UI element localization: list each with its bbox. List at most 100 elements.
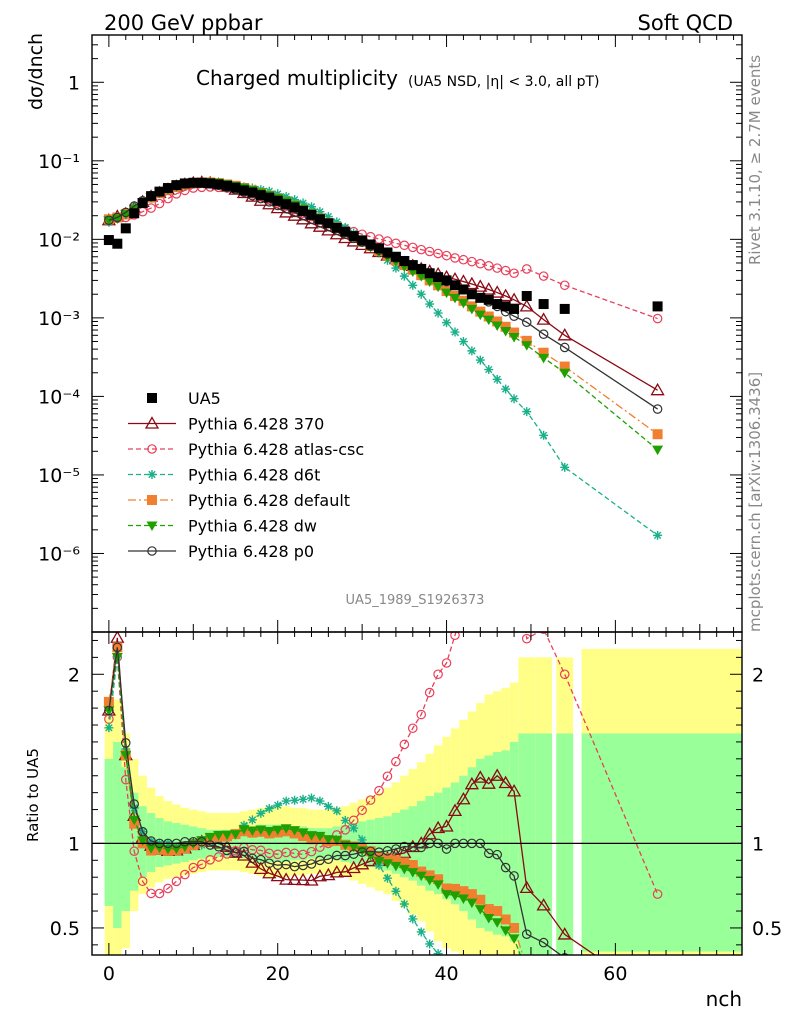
data-point-pythia-6-428-d6t	[458, 337, 468, 347]
ratio-point-pythia-6-428-atlas-csc	[374, 785, 384, 796]
data-point-ua5	[458, 284, 469, 295]
data-point-pythia-6-428-default	[559, 361, 570, 372]
data-point-pythia-6-428-d6t	[442, 318, 452, 328]
ratio-point-pythia-6-428-p0	[104, 705, 114, 716]
data-point-ua5	[230, 182, 241, 193]
legend-label: Pythia 6.428 p0	[188, 542, 314, 561]
data-point-ua5	[509, 303, 520, 314]
ratio-point-pythia-6-428-370	[363, 853, 378, 867]
data-point-ua5	[466, 289, 477, 300]
ratio-point-pythia-6-428-d6t	[340, 815, 350, 825]
ratio-point-pythia-6-428-dw	[331, 835, 343, 846]
data-point-ua5	[137, 198, 148, 209]
ratio-point-pythia-6-428-d6t	[467, 976, 476, 985]
ratio-point-pythia-6-428-dw	[424, 875, 436, 886]
ratio-point-pythia-6-428-p0	[256, 854, 266, 865]
ratio-band-inner	[509, 741, 519, 942]
x-axis-label: nch	[706, 987, 742, 1011]
ratio-point-pythia-6-428-dw	[652, 1006, 663, 1016]
data-point-pythia-6-428-d6t	[416, 289, 426, 299]
data-point-ua5	[357, 235, 368, 246]
ratio-point-pythia-6-428-dw	[280, 824, 292, 834]
ratio-point-pythia-6-428-370	[219, 839, 235, 853]
ratio-point-pythia-6-428-p0	[509, 871, 519, 881]
data-point-pythia-6-428-p0	[538, 329, 549, 339]
data-point-pythia-6-428-d6t	[539, 430, 549, 440]
data-point-pythia-6-428-dw	[652, 445, 664, 456]
data-point-pythia-6-428-370	[519, 299, 534, 312]
data-point-ua5	[146, 191, 157, 202]
ratio-point-pythia-6-428-default	[382, 853, 393, 864]
data-point-ua5	[390, 251, 401, 262]
data-point-pythia-6-428-d6t	[433, 308, 443, 318]
data-point-pythia-6-428-atlas-csc	[146, 203, 156, 213]
ratio-point-pythia-6-428-370	[506, 784, 522, 797]
ratio-point-pythia-6-428-d6t	[476, 981, 485, 990]
ratio-point-pythia-6-428-d6t	[104, 723, 114, 733]
ratio-point-pythia-6-428-default	[390, 855, 401, 866]
ratio-point-pythia-6-428-d6t	[653, 1008, 662, 1017]
y-tick-label-ratio-left: 0.5	[50, 918, 80, 940]
data-point-ua5	[120, 223, 131, 234]
data-point-pythia-6-428-dw	[441, 288, 453, 299]
ratio-point-pythia-6-428-default	[449, 883, 460, 894]
data-point-ua5	[179, 178, 190, 189]
ratio-point-pythia-6-428-d6t	[408, 914, 418, 924]
ratio-point-pythia-6-428-370	[456, 791, 471, 805]
data-point-pythia-6-428-d6t	[332, 217, 342, 227]
data-point-pythia-6-428-atlas-csc	[559, 280, 570, 291]
ratio-point-pythia-6-428-d6t	[281, 796, 291, 806]
data-point-pythia-6-428-p0	[104, 215, 114, 226]
y-tick-label-main: 10⁻⁶	[38, 543, 80, 565]
data-point-ua5	[424, 268, 435, 279]
data-point-pythia-6-428-atlas-csc	[391, 238, 401, 249]
ratio-point-pythia-6-428-dw	[466, 898, 478, 909]
data-point-ua5	[306, 209, 317, 220]
ratio-point-pythia-6-428-370	[519, 880, 534, 894]
data-point-ua5	[559, 303, 570, 314]
ratio-point-pythia-6-428-dw	[483, 913, 495, 924]
ratio-point-pythia-6-428-atlas-csc	[163, 883, 173, 894]
data-point-pythia-6-428-d6t	[450, 327, 460, 337]
series-line-pythia-6-428-dw	[108, 181, 658, 451]
data-point-pythia-6-428-dw	[508, 333, 520, 343]
ratio-point-pythia-6-428-default	[560, 976, 570, 986]
ratio-band-inner	[581, 733, 742, 952]
data-point-pythia-6-428-atlas-csc	[483, 261, 494, 271]
ratio-point-pythia-6-428-p0	[391, 844, 401, 854]
legend-entry-pythia-6-428-370: Pythia 6.428 370	[128, 415, 324, 434]
ratio-point-pythia-6-428-370	[557, 927, 572, 940]
legend-marker	[147, 470, 157, 479]
ratio-point-pythia-6-428-370	[287, 872, 302, 886]
chart-subtitle: (UA5 NSD, |η| < 3.0, all pT)	[408, 74, 600, 90]
data-point-pythia-6-428-370	[473, 279, 488, 292]
ratio-point-pythia-6-428-default	[492, 906, 503, 917]
data-point-pythia-6-428-dw	[120, 210, 132, 220]
y-axis-label-main: dσ/dnch	[25, 33, 47, 110]
ratio-point-pythia-6-428-370	[295, 872, 311, 886]
ratio-point-pythia-6-428-p0	[492, 849, 502, 860]
data-point-ua5	[382, 247, 393, 258]
ratio-point-pythia-6-428-atlas-csc	[298, 849, 308, 860]
ratio-point-pythia-6-428-370	[312, 868, 328, 882]
ratio-point-pythia-6-428-d6t	[239, 820, 249, 830]
ratio-point-pythia-6-428-atlas-csc	[180, 869, 190, 880]
x-tick-label: 0	[103, 963, 115, 985]
data-point-ua5	[323, 218, 334, 229]
header-energy: 200 GeV ppbar	[104, 11, 263, 35]
series-ua5	[103, 177, 663, 314]
ratio-band-inner	[121, 767, 130, 912]
ratio-point-pythia-6-428-dw	[474, 905, 486, 915]
ratio-point-pythia-6-428-dw	[289, 826, 301, 836]
ratio-point-pythia-6-428-p0	[538, 937, 549, 948]
ratio-point-pythia-6-428-d6t	[433, 949, 443, 955]
ratio-point-pythia-6-428-default	[475, 894, 486, 905]
data-point-pythia-6-428-d6t	[653, 530, 663, 540]
ratio-point-pythia-6-428-dw	[538, 974, 549, 984]
ratio-point-pythia-6-428-default	[416, 866, 427, 877]
ratio-point-pythia-6-428-dw	[213, 830, 225, 841]
legend-label: Pythia 6.428 370	[188, 415, 324, 434]
ratio-point-pythia-6-428-default	[458, 886, 469, 897]
series-line-pythia-6-428-p0	[108, 181, 658, 410]
data-point-ua5	[205, 178, 216, 189]
